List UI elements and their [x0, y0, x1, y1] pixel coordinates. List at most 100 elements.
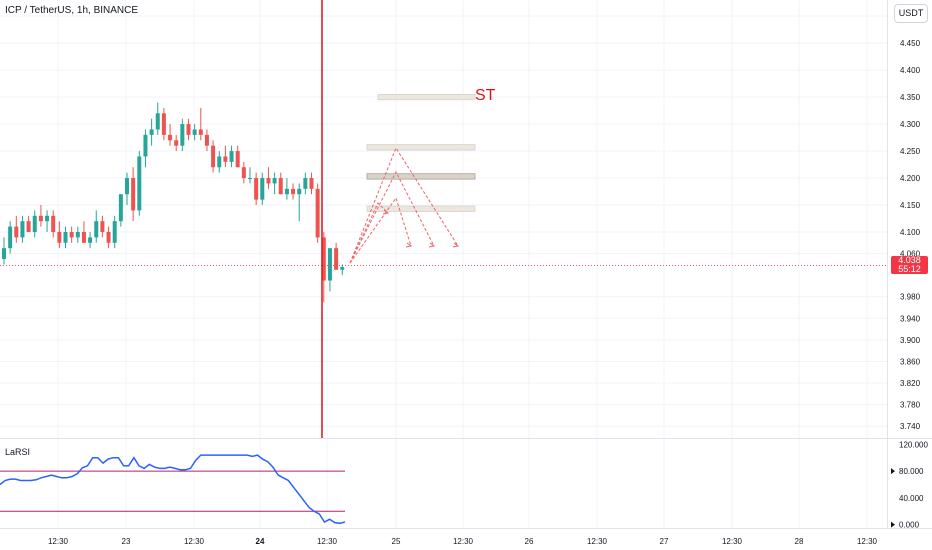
price-tick-label: 4.400 [900, 66, 921, 75]
candle-body [26, 221, 31, 232]
zone-box [366, 173, 476, 180]
price-tick-label: 3.900 [900, 336, 921, 345]
candle-body [211, 145, 216, 168]
price-tag-countdown: 55:12 [898, 264, 921, 274]
candle-body [168, 134, 173, 141]
candle-body [112, 221, 117, 243]
time-tick-label: 12:30 [722, 537, 743, 546]
zone-box [377, 94, 476, 101]
candle-body [229, 151, 234, 162]
price-axis[interactable]: 4.5004.4504.4004.3504.3004.2504.2004.150… [900, 12, 921, 431]
candle-body [38, 215, 43, 222]
price-tick-label: 4.200 [900, 174, 921, 183]
candle-body [118, 194, 123, 222]
rsi-tick-label: 80.000 [899, 467, 924, 476]
rsi-tick-label: 120.000 [899, 440, 928, 449]
candle-body [32, 215, 37, 232]
candle-body [137, 156, 142, 211]
price-tick-label: 3.860 [900, 357, 921, 366]
price-tick-label: 3.820 [900, 379, 921, 388]
projection-arrow [428, 242, 436, 248]
candle-body [2, 248, 6, 259]
projection-path [349, 170, 435, 264]
zone-box [366, 205, 476, 212]
time-tick-label: 26 [525, 537, 534, 546]
current-price-tag: 4.038 55:12 [891, 256, 928, 274]
projection-arrow [382, 209, 390, 215]
currency-button[interactable]: USDT [894, 4, 928, 23]
candle-body [100, 221, 105, 232]
candle-body [14, 226, 19, 238]
candle-body [57, 231, 62, 243]
price-tick-label: 4.060 [900, 250, 921, 259]
time-tick-label: 12:30 [184, 537, 205, 546]
time-tick-label: 25 [392, 537, 401, 546]
time-tick-label: 12:30 [587, 537, 608, 546]
candle-body [260, 178, 265, 200]
zone-boxes [366, 94, 476, 212]
candle-body [125, 178, 129, 195]
price-tick-label: 4.250 [900, 147, 921, 156]
candle-body [248, 178, 252, 180]
candle-body [278, 178, 283, 195]
time-tick-label: 28 [795, 537, 804, 546]
candle-body [284, 188, 289, 195]
candle-body [235, 151, 240, 168]
candle-body [217, 156, 222, 168]
price-tick-label: 4.300 [900, 120, 921, 129]
candle-body [20, 221, 25, 238]
candle-body [327, 248, 332, 281]
price-tick-label: 4.100 [900, 228, 921, 237]
candle-body [51, 215, 56, 232]
rsi-scale-marker [891, 468, 895, 475]
candle-body [131, 178, 136, 211]
candle-body [63, 231, 68, 243]
projection-path [349, 146, 459, 264]
candle-body [340, 267, 345, 270]
rsi-scale-marker [891, 521, 895, 528]
candle-body [69, 231, 74, 238]
candle-body [149, 129, 154, 135]
candle-body [180, 124, 185, 146]
candle-series[interactable] [0, 0, 887, 438]
candle-body [315, 188, 320, 238]
time-tick-label: 23 [122, 537, 131, 546]
time-tick-label: 12:30 [453, 537, 474, 546]
candle-body [272, 178, 277, 184]
candle-body [198, 129, 203, 135]
price-tick-label: 4.150 [900, 201, 921, 210]
projection-paths [349, 146, 460, 264]
price-tag-value: 4.038 [898, 255, 921, 265]
rsi-tick-label: 40.000 [899, 494, 924, 503]
rsi-tick-label: 0.000 [899, 521, 920, 530]
candle-body [186, 124, 191, 135]
time-axis[interactable]: 12:30 23 12:30 24 12:30 25 12:30 26 12:30 27 12:30… [48, 537, 878, 546]
grid [0, 0, 932, 529]
price-tick-label: 3.980 [900, 293, 921, 302]
candle-body [303, 178, 308, 189]
price-tick-label: 4.450 [900, 39, 921, 48]
candle-body [241, 167, 246, 179]
indicator-label[interactable]: LaRSI [5, 447, 31, 457]
time-tick-label: 12:30 [317, 537, 338, 546]
candle-body [204, 134, 209, 146]
candle-body [321, 237, 326, 281]
projection-path [349, 196, 412, 264]
price-tick-label: 3.780 [900, 401, 921, 410]
candle-body [75, 231, 80, 238]
candle-body [155, 113, 160, 130]
rsi-axis: 120.000 80.000 40.000 0.000 [891, 440, 928, 530]
zone-box [366, 144, 476, 151]
candle-body [291, 188, 296, 195]
symbol-title[interactable]: ICP / TetherUS, 1h, BINANCE [5, 5, 139, 16]
st-annotation: ST [475, 87, 496, 104]
projection-path [349, 202, 389, 264]
candle-body [192, 129, 197, 135]
candle-body [45, 215, 50, 222]
candle-body [254, 178, 259, 200]
candle-body [88, 237, 93, 243]
candle-body [174, 140, 179, 146]
time-tick-label: 12:30 [48, 537, 69, 546]
time-tick-label: 24 [256, 537, 265, 546]
